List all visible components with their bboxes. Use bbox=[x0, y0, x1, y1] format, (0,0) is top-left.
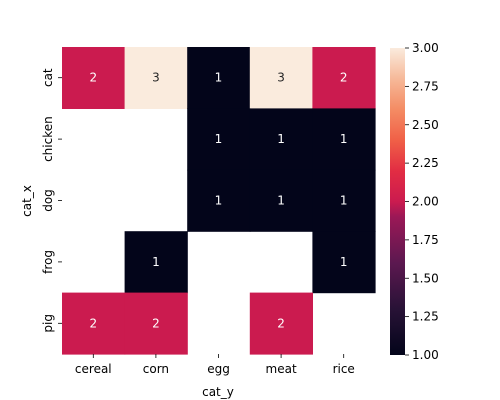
y-tick-label: cat bbox=[41, 68, 55, 87]
heatmap-cell bbox=[249, 108, 313, 171]
colorbar-tick-label: 1.00 bbox=[412, 348, 439, 362]
heatmap-cell bbox=[124, 231, 188, 294]
heatmap-cell bbox=[312, 108, 376, 171]
cell-annotation: 1 bbox=[340, 194, 348, 208]
heatmap-cell bbox=[124, 292, 188, 355]
colorbar-tick-label: 2.00 bbox=[412, 195, 439, 209]
colorbar-tick-label: 1.25 bbox=[412, 310, 439, 324]
heatmap-cell bbox=[312, 231, 376, 294]
colorbar bbox=[390, 48, 405, 355]
cell-annotation: 2 bbox=[152, 316, 160, 330]
heatmap-cell bbox=[249, 47, 313, 109]
x-tick-label: egg bbox=[207, 362, 230, 376]
heatmap-cells bbox=[62, 47, 376, 355]
cell-annotation: 3 bbox=[277, 71, 285, 85]
cell-annotation: 2 bbox=[89, 316, 97, 330]
cell-annotation: 1 bbox=[215, 71, 223, 85]
heatmap-cell bbox=[124, 47, 188, 109]
x-tick-label: corn bbox=[143, 362, 169, 376]
x-tick-label: cereal bbox=[75, 362, 112, 376]
y-tick-label: dog bbox=[41, 189, 55, 212]
heatmap-cell bbox=[62, 47, 126, 109]
heatmap-cell bbox=[312, 47, 376, 109]
x-tick-label: meat bbox=[266, 362, 297, 376]
x-axis: cereal corn egg meat rice bbox=[75, 354, 355, 376]
cell-annotation: 1 bbox=[152, 255, 160, 269]
colorbar-ticks: 1.00 1.25 1.50 1.75 2.00 2.25 2.50 2.75 3.00 bbox=[405, 41, 439, 362]
colorbar-tick-label: 3.00 bbox=[412, 41, 439, 55]
cell-annotation: 1 bbox=[215, 132, 223, 146]
heatmap-cell bbox=[62, 292, 126, 355]
y-tick-label: pig bbox=[41, 314, 55, 333]
y-axis: cat chicken dog frog pig bbox=[41, 68, 62, 333]
x-axis-label: cat_y bbox=[202, 385, 234, 399]
colorbar-tick-label: 1.75 bbox=[412, 233, 439, 247]
cell-annotation: 2 bbox=[89, 71, 97, 85]
colorbar-tick-label: 1.50 bbox=[412, 271, 439, 285]
heatmap-cell bbox=[312, 169, 376, 232]
y-axis-label: cat_x bbox=[20, 185, 34, 217]
heatmap-cell bbox=[249, 292, 313, 355]
y-tick-label: frog bbox=[41, 250, 55, 274]
cell-annotation: 1 bbox=[215, 194, 223, 208]
heatmap-cell bbox=[187, 169, 251, 232]
colorbar-tick-label: 2.25 bbox=[412, 156, 439, 170]
heatmap-cell bbox=[249, 169, 313, 232]
cell-annotation: 1 bbox=[277, 194, 285, 208]
heatmap-cell bbox=[187, 108, 251, 171]
x-tick-label: rice bbox=[333, 362, 355, 376]
cell-annotation: 1 bbox=[277, 132, 285, 146]
colorbar-tick-label: 2.50 bbox=[412, 118, 439, 132]
cell-annotation: 2 bbox=[277, 316, 285, 330]
y-tick-label: chicken bbox=[41, 116, 55, 162]
cell-annotation: 1 bbox=[340, 132, 348, 146]
colorbar-tick-label: 2.75 bbox=[412, 79, 439, 93]
cell-annotation: 3 bbox=[152, 71, 160, 85]
heatmap-cell bbox=[187, 47, 251, 109]
cell-annotations: 2 3 1 3 2 1 1 1 1 1 1 1 1 2 2 2 bbox=[89, 71, 347, 331]
cell-annotation: 2 bbox=[340, 71, 348, 85]
cell-annotation: 1 bbox=[340, 255, 348, 269]
